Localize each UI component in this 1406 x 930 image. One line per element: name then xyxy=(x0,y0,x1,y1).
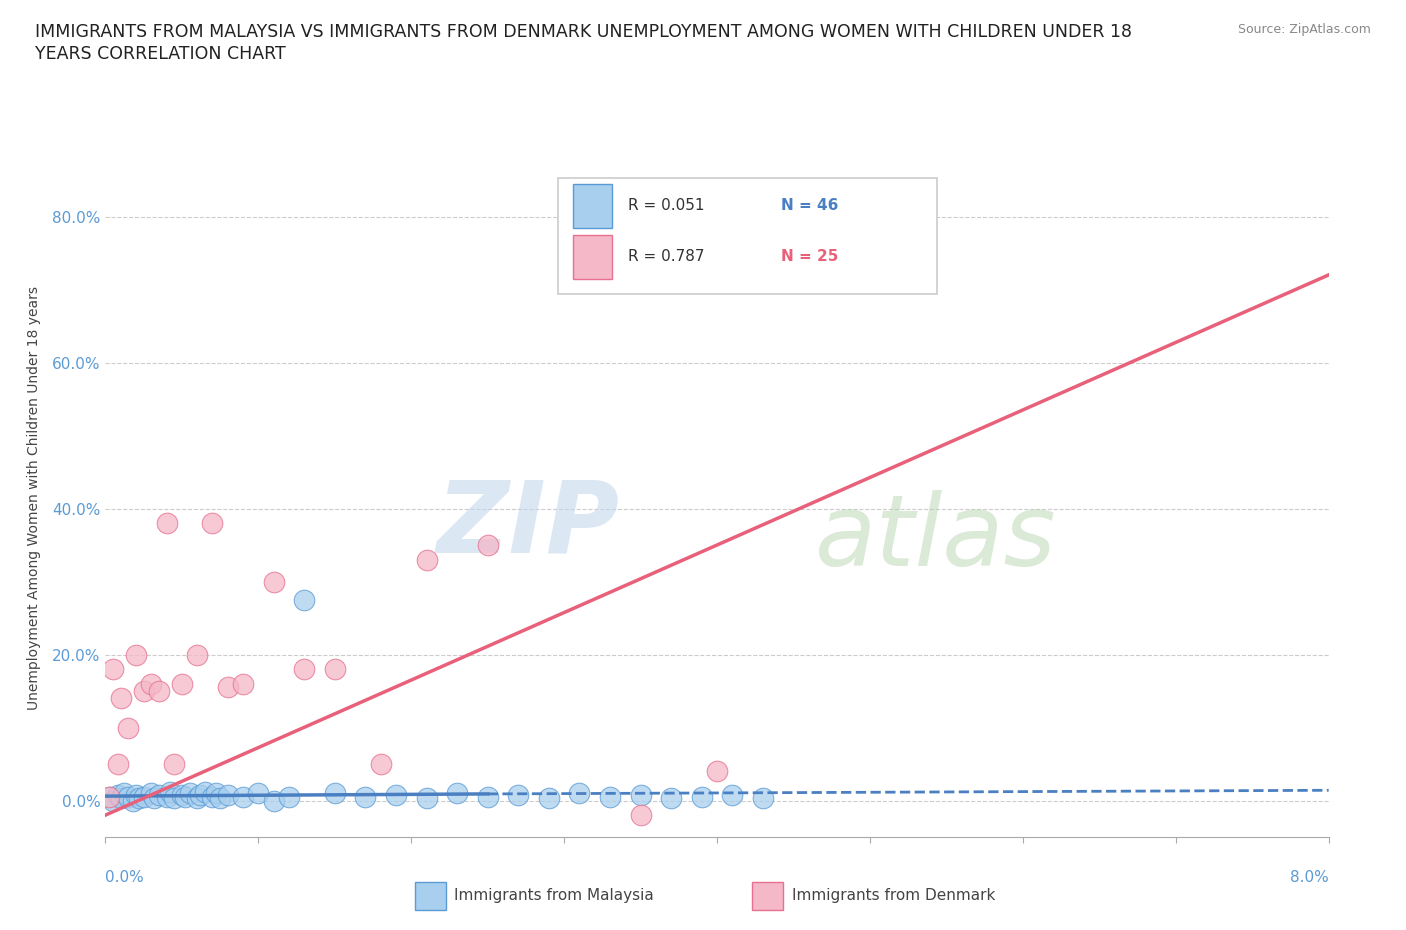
Point xyxy=(630,787,652,802)
Point xyxy=(148,787,170,802)
Point xyxy=(415,552,437,567)
Point xyxy=(690,790,713,804)
Text: 8.0%: 8.0% xyxy=(1289,870,1329,884)
Point xyxy=(217,787,239,802)
Point xyxy=(101,661,124,676)
Point xyxy=(599,790,621,804)
Point xyxy=(186,790,208,805)
Point xyxy=(201,515,224,530)
Point xyxy=(323,661,346,676)
Point xyxy=(141,786,163,801)
Point xyxy=(204,786,226,801)
Point xyxy=(706,764,728,778)
Point xyxy=(110,691,132,706)
Point xyxy=(107,787,129,802)
Point xyxy=(477,790,499,804)
Point xyxy=(354,790,377,804)
Text: 0.0%: 0.0% xyxy=(105,870,145,884)
FancyBboxPatch shape xyxy=(572,234,612,279)
Point xyxy=(101,793,124,808)
FancyBboxPatch shape xyxy=(558,179,938,294)
Point xyxy=(117,720,139,735)
Point xyxy=(188,787,211,802)
Text: IMMIGRANTS FROM MALAYSIA VS IMMIGRANTS FROM DENMARK UNEMPLOYMENT AMONG WOMEN WIT: IMMIGRANTS FROM MALAYSIA VS IMMIGRANTS F… xyxy=(35,23,1132,41)
Point xyxy=(170,676,193,691)
Point xyxy=(132,684,155,698)
Point xyxy=(107,757,129,772)
Point xyxy=(323,786,346,801)
Point xyxy=(98,790,121,804)
Text: N = 25: N = 25 xyxy=(780,249,838,264)
Point xyxy=(385,787,408,802)
Point xyxy=(568,786,591,801)
Point xyxy=(155,790,177,804)
Point xyxy=(159,784,181,799)
Point xyxy=(659,790,682,805)
Point xyxy=(125,787,148,802)
Point xyxy=(263,793,285,808)
Point xyxy=(122,793,145,808)
Point xyxy=(117,790,139,804)
Point xyxy=(163,790,186,805)
Point xyxy=(186,647,208,662)
Point xyxy=(446,786,468,801)
Point xyxy=(630,807,652,822)
Point xyxy=(721,787,744,802)
Point xyxy=(247,786,270,801)
Point xyxy=(179,786,201,801)
Point xyxy=(263,574,285,589)
Point xyxy=(141,676,163,691)
Text: ZIP: ZIP xyxy=(436,476,619,573)
Point xyxy=(859,223,882,238)
Point xyxy=(477,538,499,552)
Point xyxy=(752,790,775,805)
Point xyxy=(415,790,437,805)
Point xyxy=(174,790,197,804)
Text: atlas: atlas xyxy=(815,490,1056,587)
Point xyxy=(232,676,254,691)
Point xyxy=(278,790,301,804)
FancyBboxPatch shape xyxy=(572,184,612,228)
Point xyxy=(110,790,132,805)
Text: R = 0.787: R = 0.787 xyxy=(627,249,704,264)
Text: N = 46: N = 46 xyxy=(780,198,838,213)
Point xyxy=(143,790,166,805)
Point xyxy=(370,757,392,772)
Point xyxy=(209,790,232,805)
Text: R = 0.051: R = 0.051 xyxy=(627,198,704,213)
Point xyxy=(537,790,560,805)
Text: YEARS CORRELATION CHART: YEARS CORRELATION CHART xyxy=(35,45,285,62)
Point xyxy=(155,515,177,530)
Point xyxy=(194,784,217,799)
Point xyxy=(508,787,530,802)
Point xyxy=(232,790,254,804)
Point xyxy=(217,680,239,695)
Point xyxy=(292,661,315,676)
Y-axis label: Unemployment Among Women with Children Under 18 years: Unemployment Among Women with Children U… xyxy=(27,286,41,710)
Point xyxy=(292,592,315,607)
Point xyxy=(132,790,155,804)
Point xyxy=(201,790,224,804)
Point xyxy=(125,647,148,662)
Point xyxy=(170,787,193,802)
Point xyxy=(148,684,170,698)
Text: Source: ZipAtlas.com: Source: ZipAtlas.com xyxy=(1237,23,1371,36)
Point xyxy=(128,790,150,805)
Text: Immigrants from Malaysia: Immigrants from Malaysia xyxy=(454,888,654,903)
Point xyxy=(163,757,186,772)
Text: Immigrants from Denmark: Immigrants from Denmark xyxy=(792,888,995,903)
Point xyxy=(112,786,135,801)
Point xyxy=(97,790,120,804)
